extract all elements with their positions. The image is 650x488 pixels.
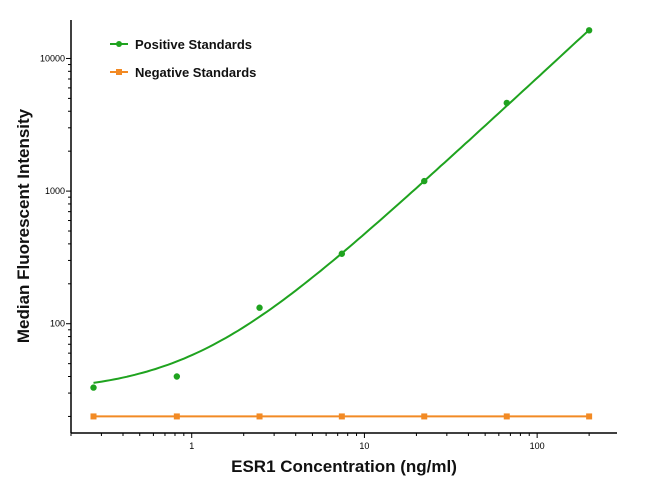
x-tick-label: 10 <box>359 441 369 451</box>
legend-marker-positive <box>116 41 122 47</box>
y-tick-label: 1000 <box>45 186 65 196</box>
legend-label-negative: Negative Standards <box>135 65 256 80</box>
negative-point <box>256 413 263 420</box>
negative-point <box>586 413 593 420</box>
positive-fit-curve <box>93 29 590 384</box>
plot-area <box>90 27 593 420</box>
x-tick-label: 1 <box>189 441 194 451</box>
positive-point <box>503 99 510 107</box>
y-tick-label: 10000 <box>40 53 65 63</box>
x-axis-label: ESR1 Concentration (ng/ml) <box>231 457 457 476</box>
axes: 1 10 100 100 1000 10000 <box>40 20 617 451</box>
legend-marker-negative <box>116 69 122 75</box>
negative-point <box>90 413 97 420</box>
positive-point <box>585 27 593 34</box>
negative-point <box>338 413 345 420</box>
legend-label-positive: Positive Standards <box>135 37 252 52</box>
y-axis-label: Median Fluorescent Intensity <box>14 108 33 343</box>
negative-point <box>421 413 428 420</box>
negative-point <box>173 413 180 420</box>
positive-point <box>256 304 263 311</box>
positive-point <box>338 250 346 257</box>
x-tick-label: 100 <box>530 441 545 451</box>
legend: Positive Standards Negative Standards <box>110 37 256 80</box>
positive-point <box>173 373 181 380</box>
y-tick-label: 100 <box>50 319 65 329</box>
negative-point <box>503 413 510 420</box>
positive-point <box>90 384 97 391</box>
positive-point <box>421 177 428 185</box>
